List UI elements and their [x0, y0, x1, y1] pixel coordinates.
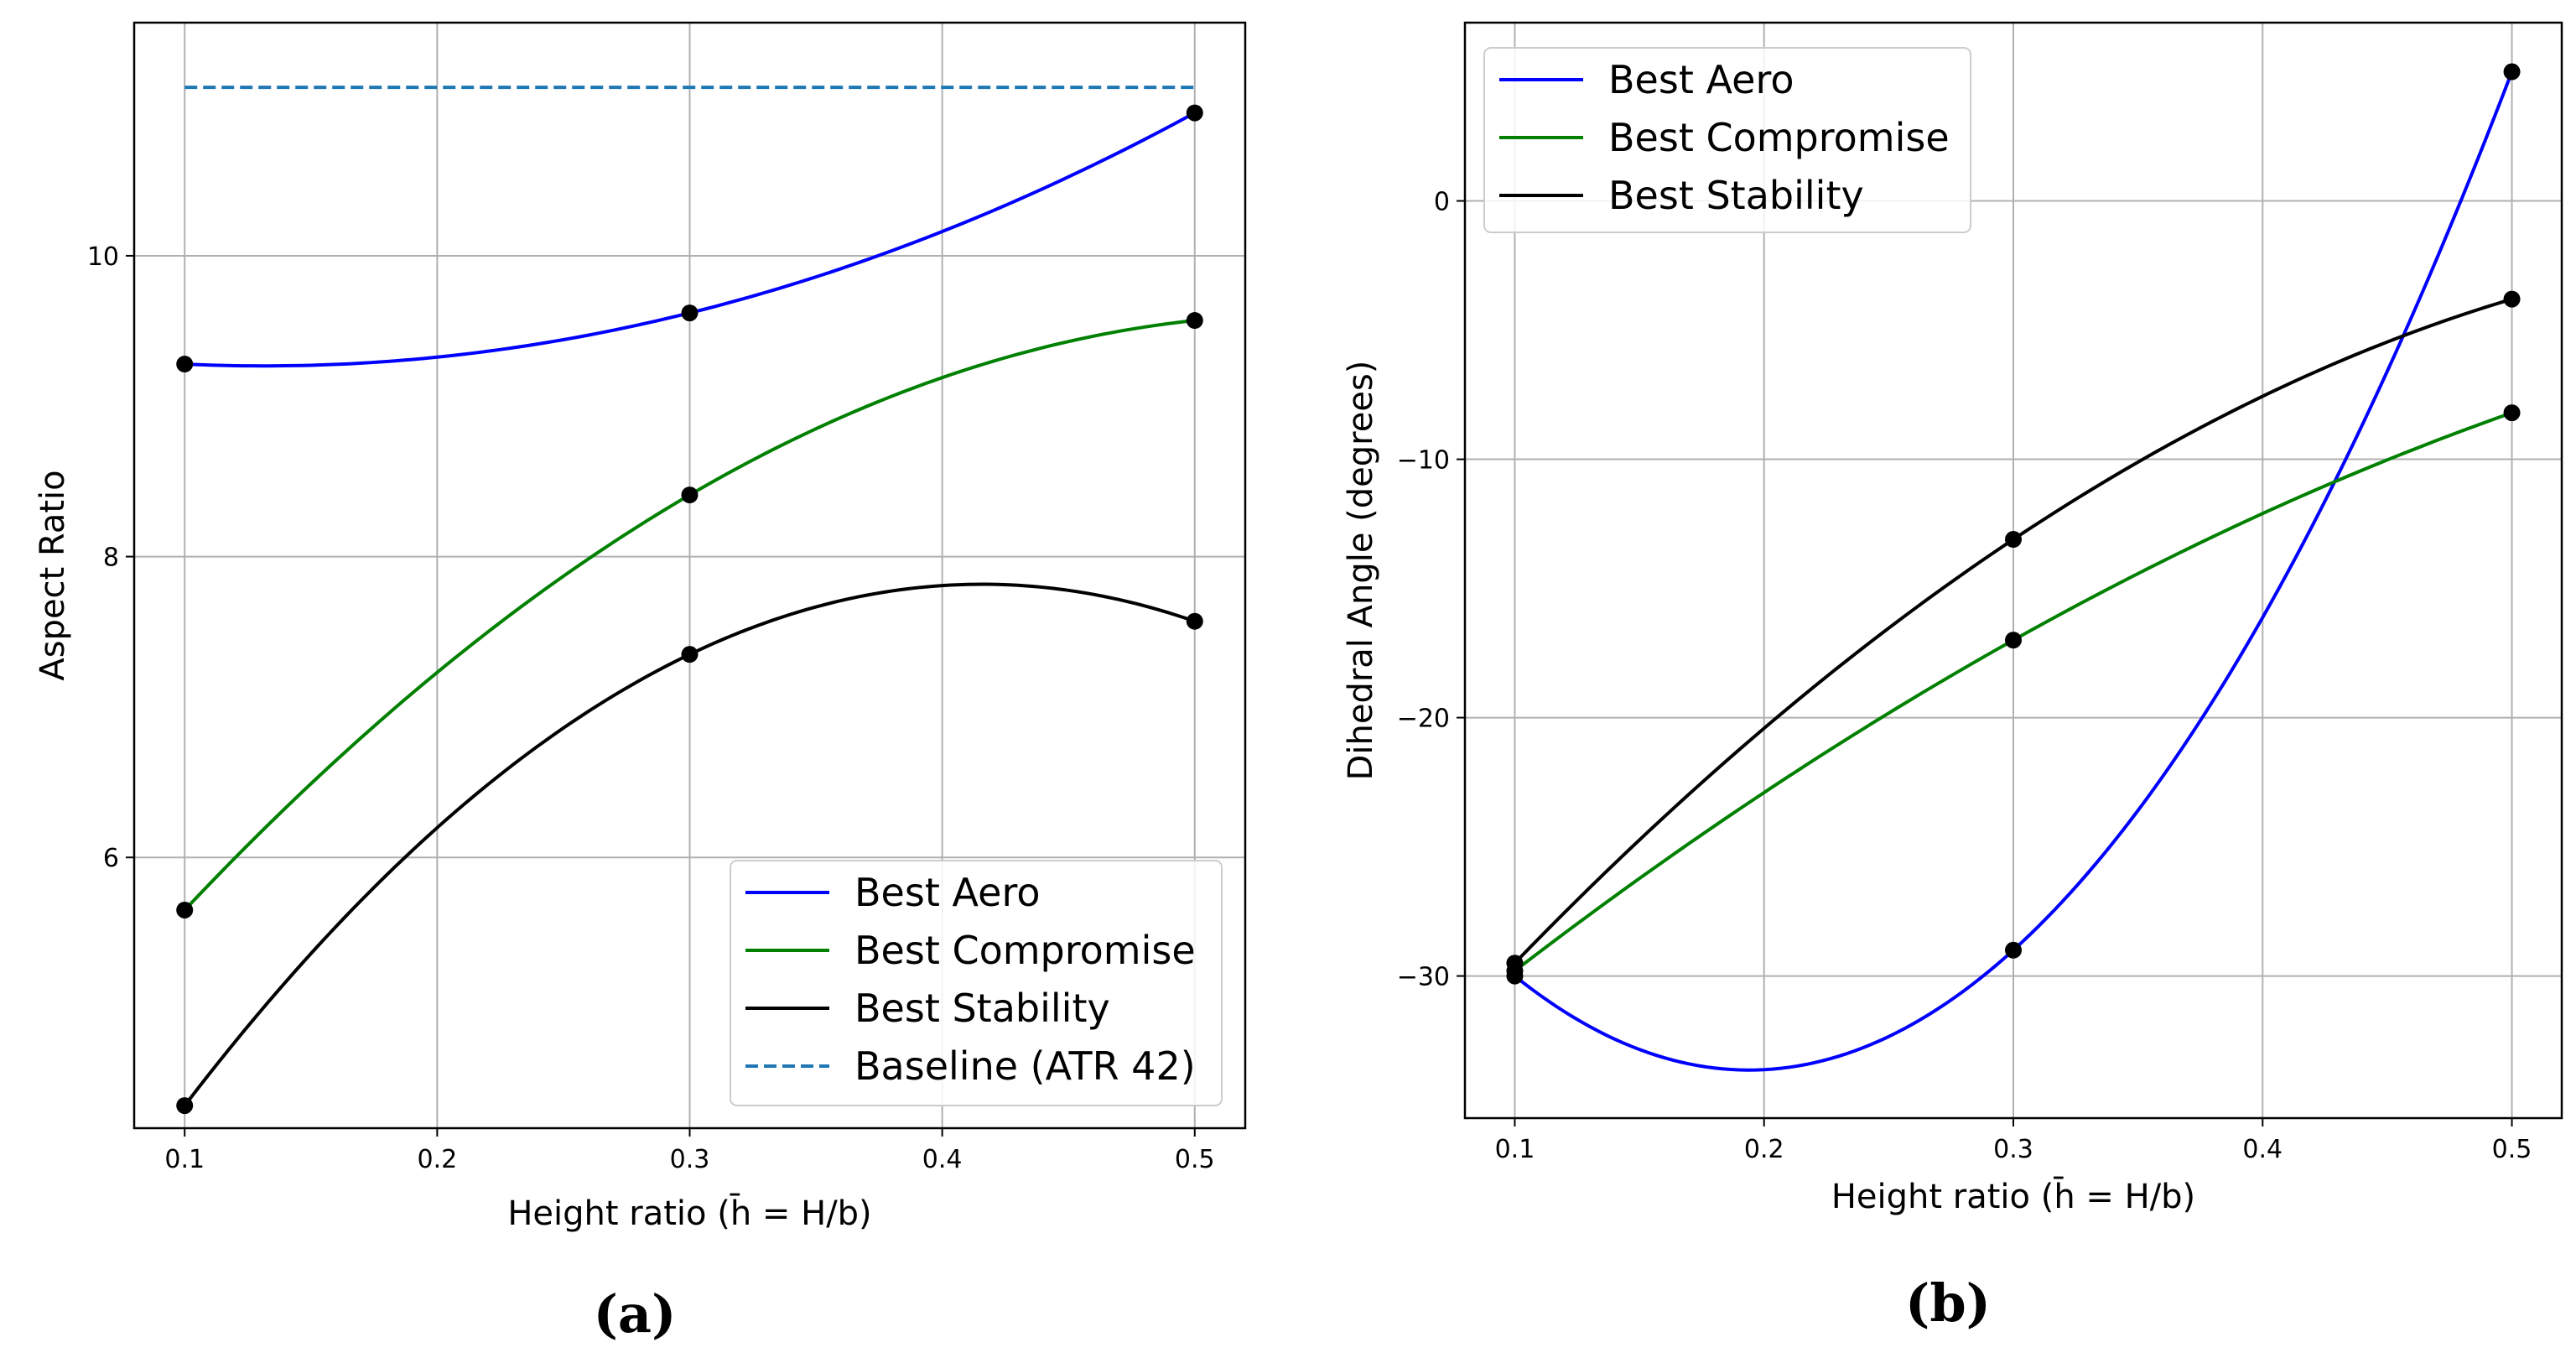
panel-a-best-aero-point: [681, 304, 699, 322]
panel-a-ticks: 0.1 0.2 0.3 0.4 0.5 6 8 10: [87, 242, 1215, 1174]
panel-b-x-tick-label: 0.1: [1495, 1135, 1535, 1164]
panel-b-y-tick-label: −20: [1397, 705, 1450, 734]
panel-b-legend-label-best-compromise: Best Compromise: [1608, 115, 1950, 160]
panel-a-x-tick-label: 0.1: [164, 1145, 205, 1174]
panel-a-legend-label-baseline-atr-42: Baseline (ATR 42): [854, 1043, 1196, 1089]
panel-a-legend-label-best-compromise: Best Compromise: [854, 928, 1196, 973]
panel-b-x-tick-label: 0.4: [2242, 1135, 2283, 1164]
panel-b-best-compromise-point: [2503, 404, 2521, 422]
panel-a-y-tick-label: 8: [103, 544, 119, 573]
panel-b-best-aero-point: [2005, 941, 2022, 959]
panel-a-best-stability-point: [681, 646, 699, 663]
panel-b-legend: Best Aero Best Compromise Best Stability: [1483, 47, 1971, 233]
panel-a-legend-label-best-aero: Best Aero: [854, 870, 1041, 915]
panel-b-best-stability-point: [2503, 290, 2521, 308]
panel-a-series: [176, 86, 1203, 1115]
panel-a-caption: (a): [594, 1283, 677, 1345]
panel-b-best-stability-point: [1506, 955, 1524, 972]
panel-b-dihedral-angle-chart: 0.1 0.2 0.3 0.4 0.5 −30 −20 −10 0 Height ratio (…: [1342, 21, 2563, 1334]
panel-b-ticks: 0.1 0.2 0.3 0.4 0.5 −30 −20 −10 0: [1397, 188, 2532, 1164]
panel-a-best-stability-point: [1186, 612, 1203, 630]
panel-b-series: [1506, 63, 2521, 1072]
panel-a-legend-label-best-stability: Best Stability: [854, 986, 1110, 1031]
panel-b-y-axis-label: Dihedral Angle (degrees): [1342, 361, 1380, 781]
panel-b-y-tick-label: −30: [1397, 963, 1450, 992]
panel-a-legend-box: [730, 860, 1223, 1106]
panel-a-y-axis-label: Aspect Ratio: [34, 470, 72, 680]
panel-a-x-tick-label: 0.3: [670, 1145, 710, 1174]
panel-b-x-axis-label: Height ratio (h̄ = H/b): [1831, 1176, 2195, 1216]
panel-a-y-tick-label: 10: [87, 242, 119, 272]
panel-b-best-aero-point: [2503, 63, 2521, 81]
panel-b-caption: (b): [1905, 1272, 1991, 1334]
panel-b-legend-label-best-stability: Best Stability: [1608, 173, 1864, 218]
panel-b-legend-label-best-aero: Best Aero: [1608, 57, 1794, 102]
panel-a-y-tick-label: 6: [103, 844, 119, 873]
panel-a-best-aero-point: [176, 356, 194, 373]
panel-a-best-compromise-point: [1186, 312, 1203, 330]
panel-a-aspect-ratio-chart: 0.1 0.2 0.3 0.4 0.5 6 8 10 Height ratio (h̄ = H…: [34, 21, 1247, 1345]
panel-a-legend: Best Aero Best Compromise Best Stability Ba…: [730, 860, 1223, 1106]
panel-b-y-tick-label: −10: [1397, 446, 1450, 476]
panel-a-best-compromise-point: [176, 901, 194, 918]
panel-b-x-tick-label: 0.3: [1993, 1135, 2033, 1164]
panel-a-x-tick-label: 0.2: [418, 1145, 458, 1174]
panel-a-x-axis-label: Height ratio (h̄ = H/b): [507, 1193, 871, 1233]
panel-a-x-tick-label: 0.5: [1175, 1145, 1215, 1174]
panel-b-x-tick-label: 0.2: [1744, 1135, 1784, 1164]
panel-a-best-aero-point: [1186, 104, 1203, 122]
panel-b-y-tick-label: 0: [1434, 188, 1450, 217]
panel-b-best-stability-point: [2005, 531, 2022, 549]
panel-b-best-compromise-point: [2005, 632, 2022, 649]
panel-b-legend-box: [1483, 47, 1971, 233]
panel-a-x-tick-label: 0.4: [922, 1145, 963, 1174]
panel-a-best-compromise-point: [681, 486, 699, 504]
panel-a-best-stability-point: [176, 1097, 194, 1115]
panel-a-grid: [134, 23, 1245, 1128]
panel-b-x-tick-label: 0.5: [2492, 1135, 2532, 1164]
